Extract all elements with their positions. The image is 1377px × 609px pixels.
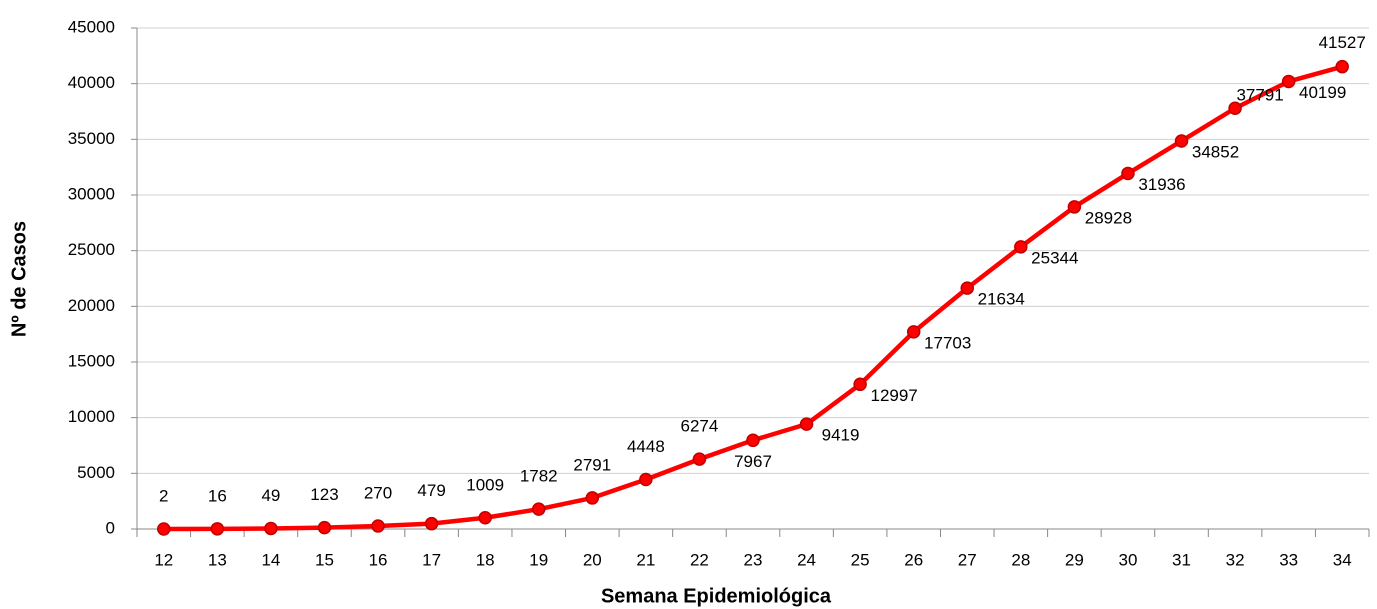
point <box>853 377 867 392</box>
x-tick-label: 25 <box>851 550 870 569</box>
point <box>1067 200 1082 214</box>
x-tick-label: 27 <box>958 550 977 569</box>
data-label: 1782 <box>520 467 558 486</box>
x-tick-label: 26 <box>904 550 923 569</box>
y-tick-label: 40000 <box>68 73 115 92</box>
point <box>639 472 653 487</box>
data-label: 34852 <box>1192 142 1239 161</box>
x-tick-label: 19 <box>529 550 548 569</box>
x-tick-label: 16 <box>369 550 388 569</box>
data-label: 7967 <box>734 452 772 471</box>
x-tick-label: 34 <box>1333 550 1352 569</box>
x-tick-label: 20 <box>583 550 602 569</box>
data-label: 9419 <box>822 426 860 445</box>
data-label: 6274 <box>681 417 719 436</box>
point <box>157 522 171 536</box>
data-label: 4448 <box>627 437 665 456</box>
point <box>746 433 760 448</box>
x-tick-label: 14 <box>261 550 280 569</box>
y-tick-label: 10000 <box>68 407 115 426</box>
y-tick-label: 35000 <box>68 129 115 148</box>
x-tick-label: 23 <box>744 550 763 569</box>
point <box>585 491 600 505</box>
data-label: 41527 <box>1319 33 1366 52</box>
data-label: 49 <box>261 486 280 505</box>
x-tick-label: 15 <box>315 550 334 569</box>
x-tick-label: 30 <box>1118 550 1137 569</box>
data-label: 12997 <box>870 386 917 405</box>
y-axis-title: Nº de Casos <box>8 221 30 337</box>
data-label: 479 <box>417 481 445 500</box>
point <box>799 417 814 431</box>
point <box>1228 101 1242 116</box>
point <box>1014 240 1028 254</box>
data-label: 28928 <box>1085 208 1132 227</box>
x-tick-label: 33 <box>1279 550 1298 569</box>
point <box>692 452 707 466</box>
data-label: 21634 <box>978 290 1025 309</box>
x-tick-label: 21 <box>636 550 655 569</box>
data-label: 1009 <box>466 475 504 494</box>
x-tick-label: 18 <box>476 550 495 569</box>
x-tick-label: 17 <box>422 550 441 569</box>
x-tick-label: 32 <box>1226 550 1245 569</box>
data-label: 16 <box>208 486 227 505</box>
y-tick-label: 30000 <box>68 184 115 203</box>
x-tick-label: 29 <box>1065 550 1084 569</box>
point <box>1174 134 1189 148</box>
point <box>906 325 921 339</box>
point <box>424 516 439 531</box>
data-label: 2791 <box>573 455 611 474</box>
data-label: 270 <box>364 483 392 502</box>
point <box>210 522 225 536</box>
y-tick-label: 25000 <box>68 240 115 259</box>
x-axis-title: Semana Epidemiológica <box>601 585 832 607</box>
y-tick-label: 15000 <box>68 351 115 370</box>
y-tick-label: 20000 <box>68 296 115 315</box>
y-tick-label: 0 <box>106 518 115 537</box>
y-tick-label: 5000 <box>77 463 115 482</box>
data-label: 17703 <box>924 333 971 352</box>
point <box>531 502 546 516</box>
x-tick-label: 24 <box>797 550 816 569</box>
data-label: 25344 <box>1031 248 1078 267</box>
x-tick-label: 13 <box>208 550 227 569</box>
point <box>371 519 385 533</box>
point <box>1335 59 1349 74</box>
point <box>1281 74 1296 89</box>
point <box>960 281 975 295</box>
data-label: 40199 <box>1299 83 1346 102</box>
point <box>317 520 332 535</box>
data-label: 31936 <box>1138 175 1185 194</box>
point <box>1121 166 1135 181</box>
point <box>264 521 278 536</box>
data-label: 123 <box>310 485 338 504</box>
y-tick-label: 45000 <box>68 17 115 36</box>
x-tick-label: 31 <box>1172 550 1191 569</box>
x-tick-label: 12 <box>154 550 173 569</box>
data-label: 37791 <box>1236 86 1283 105</box>
x-tick-label: 28 <box>1011 550 1030 569</box>
data-label: 2 <box>159 486 168 505</box>
x-tick-label: 22 <box>690 550 709 569</box>
point <box>478 511 492 525</box>
